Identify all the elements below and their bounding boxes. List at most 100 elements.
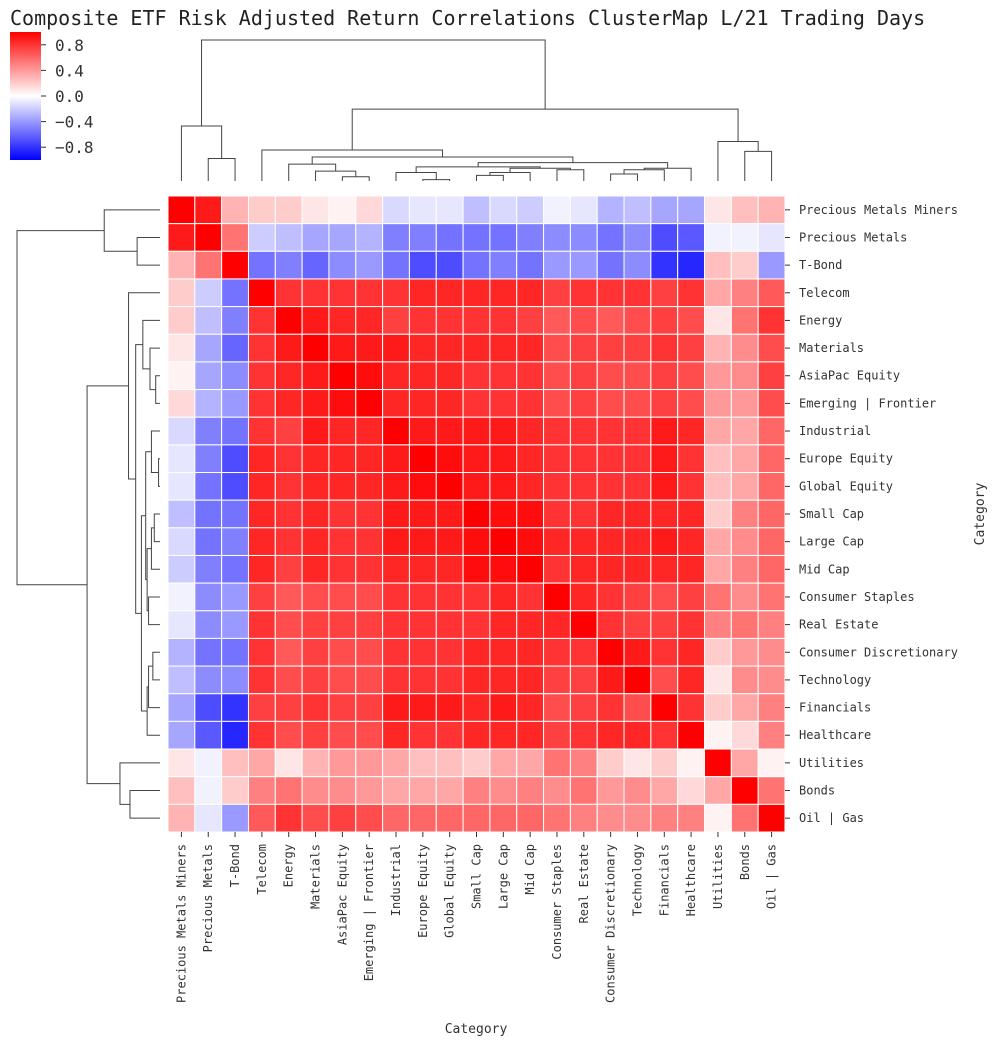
heatmap-cell <box>489 554 518 584</box>
heatmap-cell <box>596 637 625 667</box>
y-tick-label: Consumer Staples <box>799 590 915 604</box>
heatmap-cell <box>462 748 491 778</box>
heatmap-cell <box>516 527 545 556</box>
heatmap-cell <box>462 665 491 695</box>
heatmap-cell <box>247 306 276 335</box>
y-tick-label: T-Bond <box>799 258 842 272</box>
y-tick-label: Utilities <box>799 756 864 770</box>
heatmap-cell <box>328 223 357 252</box>
heatmap-cell <box>730 250 759 280</box>
heatmap-cell <box>382 416 410 446</box>
heatmap-cell <box>677 416 706 446</box>
heatmap-cell <box>730 389 759 418</box>
heatmap-cell <box>596 803 625 833</box>
heatmap-cell <box>543 223 571 252</box>
row-dendrogram-link <box>140 515 148 712</box>
heatmap-cell <box>569 389 598 418</box>
heatmap-cell <box>274 195 303 225</box>
heatmap-cell <box>730 444 759 474</box>
heatmap-cell <box>247 361 276 391</box>
heatmap-cell <box>435 333 464 363</box>
heatmap-cell <box>757 554 786 584</box>
y-tick-label: Precious Metals Miners <box>799 203 958 217</box>
heatmap-cell <box>247 333 276 363</box>
heatmap-cell <box>516 665 545 695</box>
heatmap-cell <box>677 665 706 695</box>
heatmap-cell <box>596 444 625 474</box>
row-dendrogram-link <box>135 344 143 614</box>
heatmap-cell <box>194 195 223 225</box>
heatmap-cell <box>757 637 786 667</box>
row-dendrogram-link <box>158 458 160 487</box>
heatmap-cell <box>435 637 464 667</box>
heatmap-cell <box>569 527 598 556</box>
heatmap-cell <box>194 665 223 695</box>
x-tick-label: Consumer Discretionary <box>604 844 618 1003</box>
heatmap-cell <box>194 776 223 805</box>
heatmap-cell <box>704 389 732 418</box>
heatmap-cell <box>704 306 732 335</box>
heatmap-cell <box>167 444 196 474</box>
heatmap-cell <box>623 527 652 556</box>
heatmap-cell <box>408 389 437 418</box>
heatmap-cell <box>382 637 410 667</box>
heatmap-cell <box>462 776 491 805</box>
heatmap-cell <box>569 610 598 639</box>
heatmap-cell <box>596 776 625 805</box>
heatmap-cell <box>167 195 196 225</box>
heatmap-cell <box>730 472 759 501</box>
heatmap-cell <box>516 776 545 805</box>
heatmap-cell <box>194 610 223 639</box>
heatmap-cell <box>462 361 491 391</box>
row-dendrogram-link <box>128 292 160 480</box>
heatmap-cell <box>757 306 786 335</box>
heatmap-cell <box>167 748 196 778</box>
heatmap-cell <box>247 582 276 612</box>
y-tick-label: Europe Equity <box>799 452 893 466</box>
heatmap-cell <box>221 306 249 335</box>
heatmap-cell <box>408 693 437 722</box>
heatmap-cell <box>623 748 652 778</box>
x-tick-labels: Precious Metals Miners Precious Metals T-B… <box>174 832 779 1003</box>
row-dendrogram-link <box>16 230 105 586</box>
heatmap-cell <box>462 306 491 335</box>
heatmap-cell <box>355 720 384 750</box>
heatmap-cell <box>677 748 706 778</box>
heatmap-cell <box>516 693 545 722</box>
column-dendrogram <box>180 39 773 181</box>
heatmap-cell <box>274 610 303 639</box>
heatmap-cell <box>194 250 223 280</box>
column-dendrogram-link <box>744 150 773 181</box>
heatmap-cell <box>355 223 384 252</box>
heatmap-cell <box>194 306 223 335</box>
heatmap-cell <box>194 803 223 833</box>
heatmap-cell <box>489 361 518 391</box>
x-tick-label: Industrial <box>389 844 403 916</box>
heatmap-cell <box>328 250 357 280</box>
heatmap-cell <box>355 610 384 639</box>
x-tick-label: Telecom <box>255 844 269 895</box>
heatmap-cell <box>623 720 652 750</box>
heatmap-cell <box>328 444 357 474</box>
heatmap-cell <box>489 665 518 695</box>
heatmap-cell <box>757 527 786 556</box>
heatmap-cell <box>543 278 571 308</box>
heatmap-cell <box>596 223 625 252</box>
heatmap-cell <box>516 223 545 252</box>
heatmap-cell <box>301 472 330 501</box>
heatmap-cell <box>301 803 330 833</box>
heatmap-cell <box>569 333 598 363</box>
heatmap-cell <box>757 195 786 225</box>
heatmap-cell <box>408 361 437 391</box>
heatmap-cell <box>328 693 357 722</box>
heatmap-cell <box>194 416 223 446</box>
heatmap-cell <box>569 223 598 252</box>
heatmap-cell <box>757 472 786 501</box>
column-dendrogram-link <box>556 169 585 181</box>
heatmap-cell <box>167 333 196 363</box>
heatmap-cell <box>704 803 732 833</box>
heatmap-cell <box>221 527 249 556</box>
heatmap-cell <box>167 306 196 335</box>
heatmap-cell <box>489 610 518 639</box>
heatmap-cell <box>167 610 196 639</box>
